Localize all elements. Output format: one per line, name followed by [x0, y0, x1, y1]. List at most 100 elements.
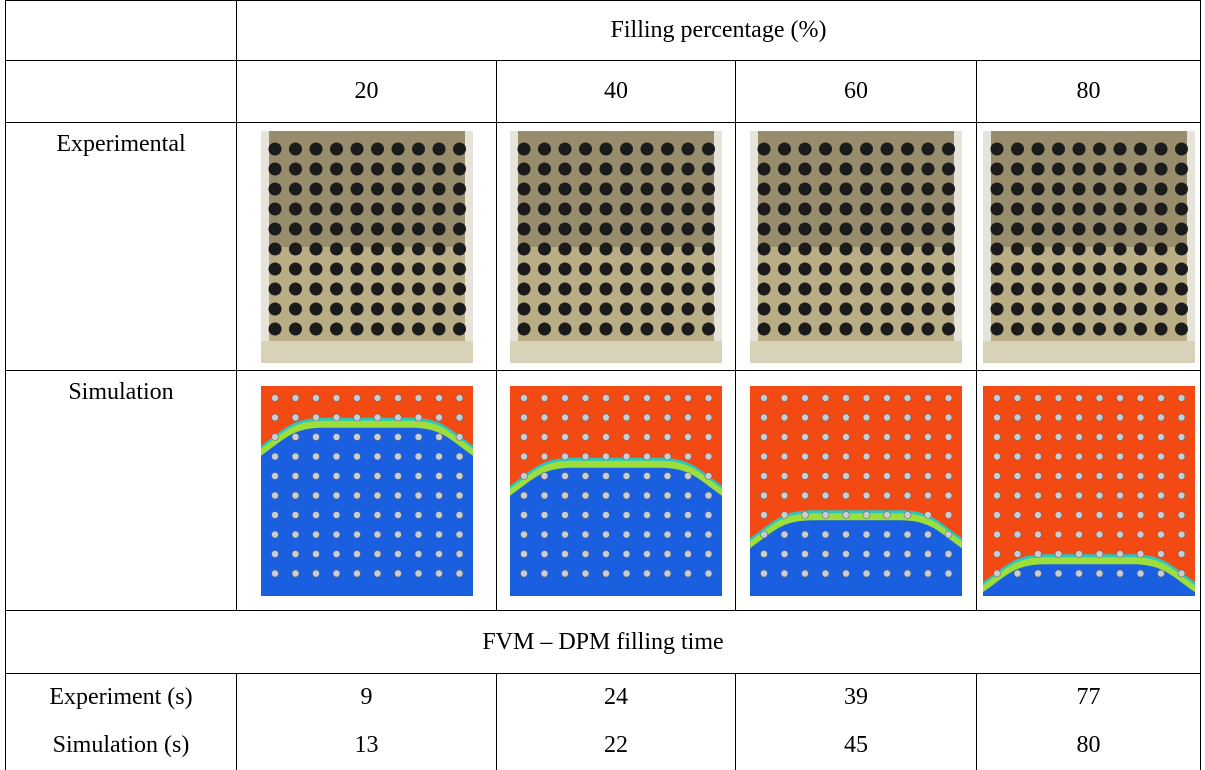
pipe [640, 282, 654, 295]
pipe [432, 302, 445, 315]
column-cell: 60 [735, 60, 977, 123]
pipe [350, 302, 363, 315]
pipe [760, 549, 768, 558]
pipe [329, 142, 343, 155]
pipe [903, 413, 912, 421]
photo-edge [954, 130, 962, 363]
pipe [1154, 242, 1167, 255]
simulation-image [260, 385, 473, 596]
pipe [517, 202, 531, 215]
pipe [1072, 322, 1085, 335]
pipe [581, 452, 590, 460]
pipe [581, 393, 590, 402]
pipe [561, 569, 569, 577]
pipe [780, 569, 789, 577]
pipe [288, 202, 302, 215]
pipe [352, 549, 361, 558]
pipe [702, 182, 715, 195]
pipe [702, 202, 715, 215]
pipe [1115, 569, 1124, 577]
pipe [452, 322, 466, 335]
pipe [622, 452, 631, 460]
pipe [558, 142, 572, 155]
pipe [1133, 182, 1147, 195]
pipe [862, 393, 871, 402]
pipe [942, 202, 955, 215]
pipe [288, 242, 302, 255]
row-label: Experimental [56, 131, 186, 157]
pipe [540, 393, 549, 402]
pipe [1092, 222, 1106, 235]
time-cell: 13 [236, 721, 497, 770]
pipe [640, 262, 654, 275]
pipe [268, 242, 281, 255]
pipe [558, 302, 572, 315]
pipe [332, 491, 340, 499]
pipe [924, 413, 932, 421]
pipe [391, 282, 404, 295]
pipe [663, 491, 672, 499]
experimental-row: Experimental [5, 122, 1201, 371]
pipe [517, 242, 531, 255]
pipe [1013, 432, 1021, 441]
pipe [1133, 302, 1147, 315]
pipe [778, 142, 791, 155]
pipe [944, 549, 953, 558]
pipe [1154, 302, 1167, 315]
pipe [1074, 530, 1083, 538]
pipe [903, 393, 912, 402]
pipe [434, 413, 443, 421]
time-cell: 24 [496, 673, 736, 722]
pipe [311, 549, 320, 558]
pipe [924, 549, 932, 558]
pipe [558, 182, 572, 195]
pipe [1115, 510, 1124, 519]
pipe [663, 393, 672, 402]
pipe [517, 142, 531, 155]
pipe [1177, 452, 1185, 460]
pipe [821, 510, 830, 519]
pipe [291, 452, 299, 460]
pipe [370, 182, 384, 195]
pipe [329, 242, 343, 255]
pipe [992, 549, 1001, 558]
column-cell: 20 [236, 60, 497, 123]
pipe [992, 393, 1001, 402]
pipe [455, 393, 463, 402]
pipe [393, 393, 402, 402]
pipe [414, 530, 422, 538]
pipe [883, 471, 891, 480]
pipe [1115, 432, 1124, 441]
pipe [684, 491, 692, 499]
pipe [599, 222, 613, 235]
pipe [540, 452, 549, 460]
pipe [332, 471, 340, 480]
pipe [1136, 569, 1144, 577]
pipe [452, 182, 466, 195]
pipe [332, 452, 340, 460]
pipe [520, 471, 528, 480]
pipe [288, 222, 302, 235]
pipe [288, 282, 302, 295]
pipe [1013, 510, 1021, 519]
pipe [704, 569, 713, 577]
pipe [704, 432, 713, 441]
pipe [757, 322, 771, 335]
pipe [620, 162, 633, 175]
pipe [602, 452, 610, 460]
image-cell [236, 122, 497, 371]
pipe [391, 242, 404, 255]
pipe [393, 510, 402, 519]
pipe [842, 549, 850, 558]
pipe [270, 452, 279, 460]
pipe [1154, 182, 1167, 195]
pipe [455, 549, 463, 558]
pipe [370, 142, 384, 155]
pipe [860, 322, 873, 335]
corner-cell [5, 0, 237, 61]
pipe [880, 202, 894, 215]
pipe [1113, 282, 1126, 295]
pipe [370, 242, 384, 255]
pipe [1174, 142, 1188, 155]
pipe [702, 162, 715, 175]
